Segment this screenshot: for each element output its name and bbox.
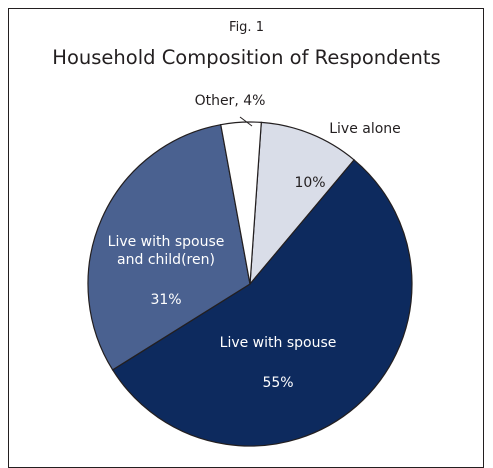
pie-slice-other-4 [220, 121, 262, 285]
slice-label-live-with-spouse-and-child-ren-line-1: Live with spouse [108, 234, 225, 250]
slice-label-other-4: Other, 4% [195, 93, 266, 109]
leader-line-other-4 [239, 116, 253, 127]
slice-value-live-alone: 10% [294, 175, 325, 191]
pie-slice-live-with-spouse-and-child-ren [87, 123, 251, 371]
slice-value-live-with-spouse-and-child-ren: 31% [150, 292, 181, 308]
slice-label-live-with-spouse: Live with spouse [220, 335, 337, 351]
pie-slice-live-alone [249, 121, 355, 286]
slice-label-live-with-spouse-and-child-ren-line-2: and child(ren) [117, 252, 215, 268]
slice-value-live-with-spouse: 55% [262, 375, 293, 391]
figure-label: Fig. 1 [229, 20, 264, 35]
pie-chart: Live alone 10% Live with spouse 55% Live wit… [87, 93, 413, 447]
chart-title: Household Composition of Respondents [52, 46, 441, 69]
pie-slice-live-with-spouse [111, 159, 413, 447]
slice-label-live-alone: Live alone [329, 121, 401, 137]
